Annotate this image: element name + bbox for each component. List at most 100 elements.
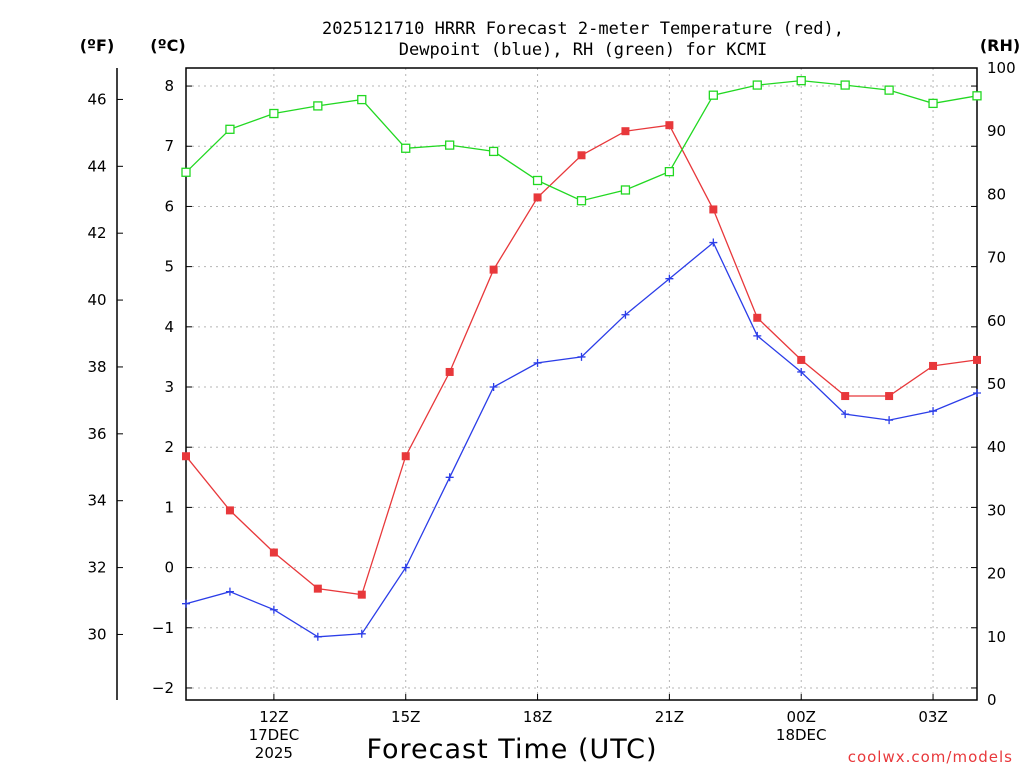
- temperature-point: [665, 121, 674, 130]
- x-tick-label: 17DEC: [249, 726, 300, 744]
- temperature-point: [182, 452, 190, 461]
- dewpoint-point: [401, 563, 410, 572]
- fahrenheit-tick-label: 40: [87, 291, 106, 309]
- dewpoint-point: [445, 473, 454, 482]
- x-tick-label: 15Z: [391, 708, 420, 726]
- rh-point: [972, 91, 982, 101]
- celsius-tick-label: 7: [164, 137, 174, 155]
- celsius-tick-label: 6: [164, 197, 174, 215]
- x-tick-label: 18DEC: [776, 726, 827, 744]
- dewpoint-point: [225, 587, 234, 596]
- celsius-tick-label: 0: [164, 559, 174, 577]
- dewpoint-point: [313, 632, 322, 641]
- fahrenheit-tick-label: 36: [87, 425, 106, 443]
- x-tick-label: 00Z: [787, 708, 816, 726]
- rh-point: [269, 108, 279, 119]
- celsius-tick-label: 4: [164, 318, 174, 336]
- credit-label: coolwx.com/models: [848, 748, 1013, 766]
- chart-title-line-1: 2025121710 HRRR Forecast 2-meter Tempera…: [322, 19, 844, 39]
- x-tick-label: 12Z: [259, 708, 288, 726]
- dewpoint-point: [929, 407, 938, 416]
- rh-point: [488, 146, 499, 157]
- rh-tick-label: 100: [987, 59, 1016, 77]
- temperature-point: [753, 313, 762, 322]
- fahrenheit-tick-label: 34: [87, 492, 106, 510]
- fahrenheit-tick-label: 44: [87, 157, 106, 175]
- rh-tick-label: 50: [987, 375, 1006, 393]
- rh-point: [225, 124, 235, 134]
- fahrenheit-axis-unit: (ºF): [80, 36, 115, 55]
- temperature-point: [841, 392, 850, 401]
- rh-line: [185, 79, 978, 202]
- rh-tick-label: 60: [987, 312, 1006, 330]
- rh-point: [532, 175, 543, 186]
- rh-tick-label: 90: [987, 122, 1006, 140]
- temperature-point: [225, 506, 234, 515]
- rh-point: [313, 101, 323, 111]
- rh-tick-label: 40: [987, 438, 1006, 456]
- x-axis-title: Forecast Time (UTC): [366, 734, 657, 765]
- dewpoint-point: [577, 352, 586, 361]
- celsius-tick-label: 3: [164, 378, 174, 396]
- rh-tick-label: 80: [987, 185, 1006, 203]
- rh-point: [752, 80, 762, 90]
- rh-point: [181, 167, 191, 177]
- dewpoint-series: [182, 238, 981, 641]
- x-tick-label: 21Z: [655, 708, 684, 726]
- x-tick-label: 03Z: [918, 708, 947, 726]
- dewpoint-point: [665, 274, 674, 283]
- rh-point: [576, 196, 587, 206]
- rh-point: [796, 75, 806, 86]
- rh-point: [664, 166, 675, 177]
- fahrenheit-tick-label: 32: [87, 559, 106, 577]
- celsius-tick-label: 1: [164, 498, 174, 516]
- celsius-tick-label: 5: [164, 258, 174, 276]
- rh-point: [620, 185, 631, 195]
- celsius-tick-label: 2: [164, 438, 174, 456]
- chart-title-line-2: Dewpoint (blue), RH (green) for KCMI: [399, 40, 767, 60]
- dewpoint-point: [973, 389, 981, 398]
- temperature-point: [577, 151, 586, 160]
- dewpoint-point: [885, 416, 894, 425]
- temperature-series: [182, 121, 981, 599]
- x-tick-label: 18Z: [523, 708, 552, 726]
- fahrenheit-tick-label: 46: [87, 90, 106, 108]
- gridlines: [186, 68, 977, 700]
- rh-point: [445, 140, 455, 150]
- rh-tick-label: 20: [987, 565, 1006, 583]
- axes: 876543210−1−2464442403836343230100908070…: [87, 59, 1015, 762]
- plot-frame: [185, 67, 978, 701]
- rh-tick-label: 10: [987, 628, 1006, 646]
- celsius-axis-unit: (ºC): [150, 36, 185, 55]
- dewpoint-point: [489, 383, 498, 392]
- temperature-point: [797, 355, 806, 364]
- dewpoint-point: [797, 367, 806, 376]
- temperature-point: [621, 127, 630, 136]
- temperature-point: [401, 452, 410, 461]
- rh-point: [928, 98, 938, 109]
- dewpoint-point: [182, 599, 190, 608]
- rh-tick-label: 0: [987, 691, 997, 709]
- rh-axis-unit: (RH): [980, 36, 1020, 55]
- dewpoint-point: [269, 605, 278, 614]
- fahrenheit-tick-label: 38: [87, 358, 106, 376]
- temperature-point: [533, 193, 542, 202]
- temperature-point: [445, 367, 454, 376]
- temperature-point: [973, 355, 981, 364]
- temperature-point: [709, 205, 718, 214]
- temperature-point: [269, 548, 278, 557]
- fahrenheit-tick-label: 30: [87, 625, 106, 643]
- temperature-point: [929, 361, 938, 370]
- rh-series: [181, 75, 982, 206]
- celsius-tick-label: −2: [152, 679, 174, 697]
- temperature-point: [885, 392, 894, 401]
- rh-point: [401, 143, 411, 153]
- dewpoint-point: [621, 310, 630, 319]
- celsius-tick-label: 8: [164, 77, 174, 95]
- rh-tick-label: 30: [987, 501, 1006, 519]
- fahrenheit-tick-label: 42: [87, 224, 106, 242]
- celsius-tick-label: −1: [152, 619, 174, 637]
- x-tick-label: 2025: [255, 744, 293, 762]
- rh-tick-label: 70: [987, 249, 1006, 267]
- dewpoint-point: [709, 238, 718, 247]
